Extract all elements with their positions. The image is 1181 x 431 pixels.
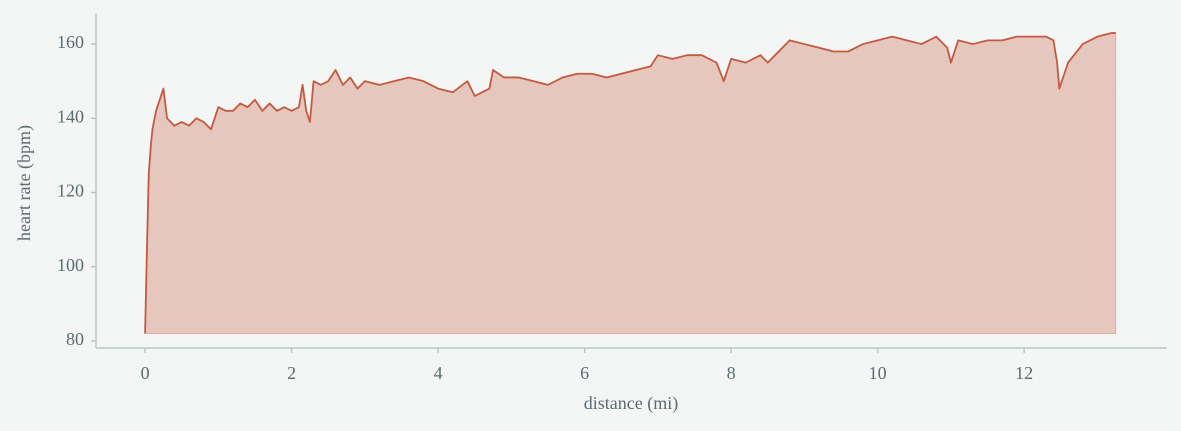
x-tick-label: 10 bbox=[869, 363, 887, 383]
y-tick-label: 140 bbox=[57, 106, 84, 126]
x-tick-label: 6 bbox=[580, 363, 589, 383]
x-tick-label: 2 bbox=[287, 363, 296, 383]
x-tick-label: 0 bbox=[141, 363, 150, 383]
x-tick-label: 4 bbox=[434, 363, 443, 383]
area-fill bbox=[144, 32, 1117, 335]
y-tick-label: 100 bbox=[57, 255, 84, 275]
y-tick-label: 160 bbox=[57, 32, 84, 52]
x-tick-label: 12 bbox=[1015, 363, 1033, 383]
x-tick-label: 8 bbox=[727, 363, 736, 383]
y-axis-label: heart rate (bpm) bbox=[14, 125, 35, 241]
line bbox=[144, 32, 1116, 334]
x-axis-label: distance (mi) bbox=[584, 393, 678, 414]
y-tick-label: 120 bbox=[57, 181, 84, 201]
y-tick-label: 80 bbox=[66, 329, 84, 349]
